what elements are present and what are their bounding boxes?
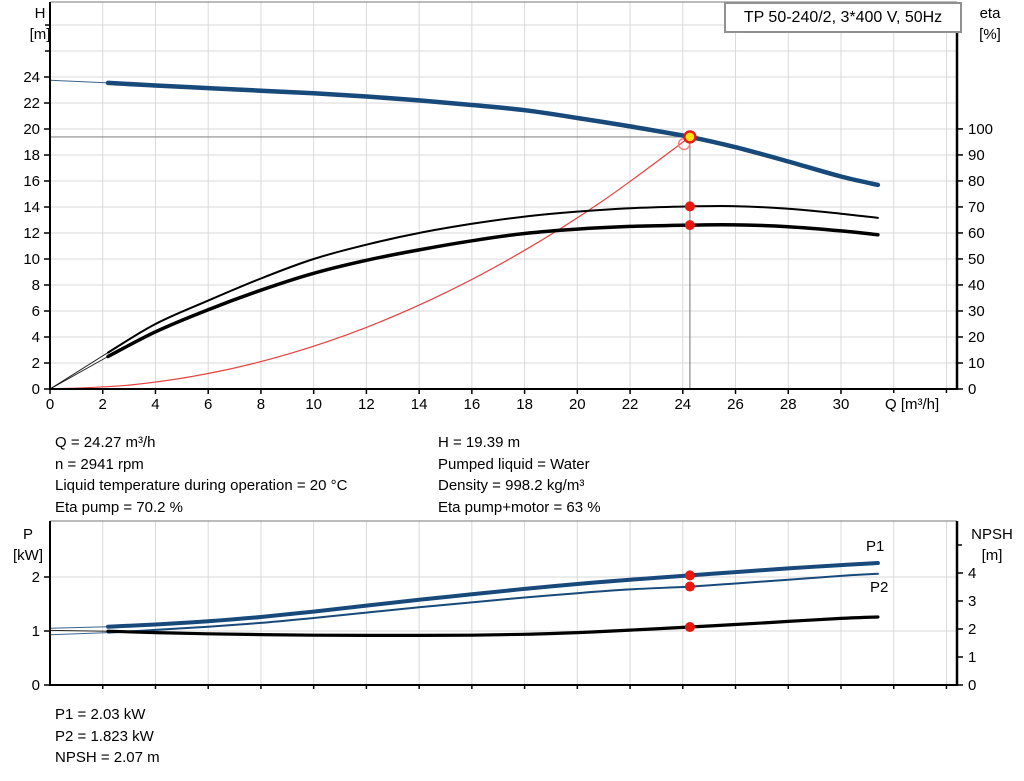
svg-text:P1: P1 xyxy=(866,538,884,555)
svg-text:8: 8 xyxy=(257,396,265,413)
svg-text:26: 26 xyxy=(727,396,744,413)
pump-title-box: TP 50-240/2, 3*400 V, 50Hz xyxy=(724,2,962,33)
svg-text:24: 24 xyxy=(23,69,40,86)
svg-text:10: 10 xyxy=(968,355,985,372)
power-data-block: P1 = 2.03 kW P2 = 1.823 kW NPSH = 2.07 m xyxy=(55,704,160,769)
svg-text:4: 4 xyxy=(968,565,976,582)
svg-text:6: 6 xyxy=(32,303,40,320)
pump-title: TP 50-240/2, 3*400 V, 50Hz xyxy=(743,8,943,26)
svg-text:60: 60 xyxy=(968,225,985,242)
npsh-axis-title: NPSH [m] xyxy=(971,526,1013,564)
svg-text:1: 1 xyxy=(968,649,976,666)
eta-axis-title: eta [%] xyxy=(979,5,1001,43)
info-line-flow: Q = 24.27 m³/h xyxy=(55,434,156,451)
info-line-liquid: Pumped liquid = Water xyxy=(438,455,590,473)
info-line-temperature: Liquid temperature during operation = 20… xyxy=(55,477,348,494)
svg-text:10: 10 xyxy=(305,396,322,413)
svg-text:28: 28 xyxy=(780,396,797,413)
svg-text:10: 10 xyxy=(23,251,40,268)
info-line-density: Density = 998.2 kg/m³ xyxy=(438,477,585,494)
svg-text:20: 20 xyxy=(569,396,586,413)
svg-text:0: 0 xyxy=(32,381,40,398)
svg-text:2: 2 xyxy=(99,396,107,413)
svg-text:20: 20 xyxy=(23,121,40,138)
svg-text:4: 4 xyxy=(151,396,159,413)
power-axis-title: P [kW] xyxy=(13,526,43,564)
svg-text:18: 18 xyxy=(23,147,40,164)
svg-text:100: 100 xyxy=(968,121,993,138)
svg-text:70: 70 xyxy=(968,199,985,216)
svg-text:24: 24 xyxy=(674,396,691,413)
operating-data-right: H = 19.39 m Pumped liquid = Water Densit… xyxy=(438,432,601,518)
svg-text:90: 90 xyxy=(968,147,985,164)
svg-text:0: 0 xyxy=(968,381,976,398)
svg-text:40: 40 xyxy=(968,277,985,294)
svg-text:22: 22 xyxy=(23,95,40,112)
info-line-head: H = 19.39 m xyxy=(438,434,521,451)
svg-text:30: 30 xyxy=(968,303,985,320)
svg-text:20: 20 xyxy=(968,329,985,346)
operating-data-left: Q = 24.27 m³/h n = 2941 rpm Liquid tempe… xyxy=(55,432,347,518)
svg-text:0: 0 xyxy=(968,677,976,694)
info-line-npsh: NPSH = 2.07 m xyxy=(55,749,160,766)
svg-text:14: 14 xyxy=(23,199,40,216)
svg-text:80: 80 xyxy=(968,173,985,190)
svg-text:4: 4 xyxy=(32,329,40,346)
svg-text:30: 30 xyxy=(833,396,850,413)
info-line-eta-pump: Eta pump = 70.2 % xyxy=(55,498,183,516)
svg-text:6: 6 xyxy=(204,396,212,413)
svg-text:12: 12 xyxy=(23,225,40,242)
info-line-speed: n = 2941 rpm xyxy=(55,455,144,473)
head-axis-title: H [m] xyxy=(29,5,51,43)
svg-text:50: 50 xyxy=(968,251,985,268)
svg-text:0: 0 xyxy=(32,677,40,694)
svg-text:2: 2 xyxy=(968,621,976,638)
svg-text:2: 2 xyxy=(32,569,40,586)
svg-text:8: 8 xyxy=(32,277,40,294)
svg-text:16: 16 xyxy=(23,173,40,190)
info-line-eta-total: Eta pump+motor = 63 % xyxy=(438,498,601,516)
svg-text:16: 16 xyxy=(464,396,481,413)
svg-text:22: 22 xyxy=(622,396,639,413)
info-line-p2: P2 = 1.823 kW xyxy=(55,727,154,745)
flow-axis-unit: Q [m³/h] xyxy=(885,396,940,413)
svg-text:3: 3 xyxy=(968,593,976,610)
svg-text:1: 1 xyxy=(32,623,40,640)
svg-text:P2: P2 xyxy=(870,579,888,596)
svg-text:12: 12 xyxy=(358,396,375,413)
info-line-p1: P1 = 2.03 kW xyxy=(55,706,146,723)
svg-text:2: 2 xyxy=(32,355,40,372)
svg-text:14: 14 xyxy=(411,396,428,413)
svg-text:18: 18 xyxy=(516,396,533,413)
svg-text:0: 0 xyxy=(46,396,54,413)
